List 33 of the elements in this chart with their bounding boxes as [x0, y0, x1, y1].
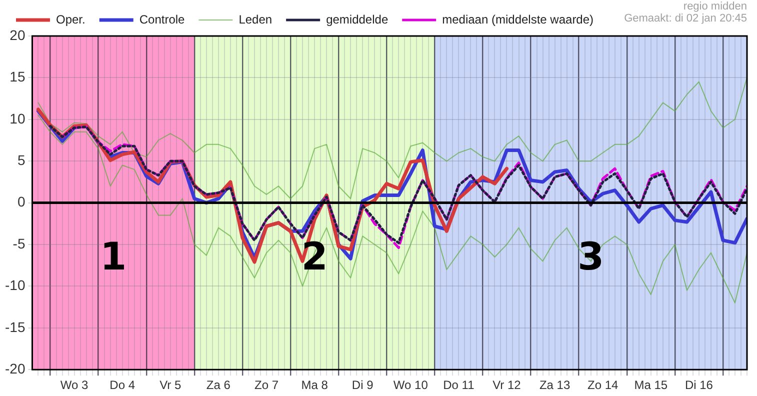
- text: Gemaakt: di 02 jan 20:45: [624, 12, 747, 25]
- y-tick-label: -15: [5, 318, 26, 335]
- y-tick-label: 20: [10, 26, 26, 43]
- x-tick-label: Zo 14: [588, 378, 619, 392]
- y-tick-label: 15: [10, 68, 26, 85]
- x-tick-label: Vr 12: [492, 378, 522, 392]
- legend-label: Leden: [238, 12, 272, 26]
- legend-label: mediaan (middelste waarde): [442, 12, 594, 26]
- y-tick-label: -10: [5, 277, 26, 294]
- x-tick-label: Za 13: [539, 378, 570, 392]
- y-tick-label: -5: [12, 235, 26, 252]
- legend-label: Oper.: [56, 12, 86, 26]
- band-label: 1: [100, 234, 127, 278]
- x-tick-label: Za 6: [206, 378, 231, 392]
- y-tick-label: 0: [17, 194, 26, 210]
- x-tick-label: Do 11: [443, 378, 475, 392]
- y-tick-label: 10: [10, 110, 26, 126]
- x-tick-label: Di 16: [684, 378, 714, 392]
- y-tick-label: -20: [5, 360, 26, 376]
- x-tick-label: Di 9: [352, 378, 374, 392]
- x-tick-label: Wo 3: [60, 378, 88, 392]
- band-label: 2: [301, 234, 328, 278]
- x-tick-label: Ma 15: [634, 378, 668, 392]
- x-tick-label: Vr 5: [160, 378, 182, 392]
- text: regio midden: [683, 0, 747, 13]
- legend-label: gemiddelde: [326, 12, 388, 26]
- x-tick-label: Zo 7: [254, 378, 279, 392]
- y-tick-label: 5: [17, 152, 26, 168]
- legend-label: Controle: [139, 12, 186, 26]
- band-label: 3: [578, 234, 604, 278]
- x-tick-label: Wo 10: [393, 378, 428, 392]
- x-tick-label: Ma 8: [301, 378, 328, 392]
- x-tick-label: Do 4: [110, 378, 136, 392]
